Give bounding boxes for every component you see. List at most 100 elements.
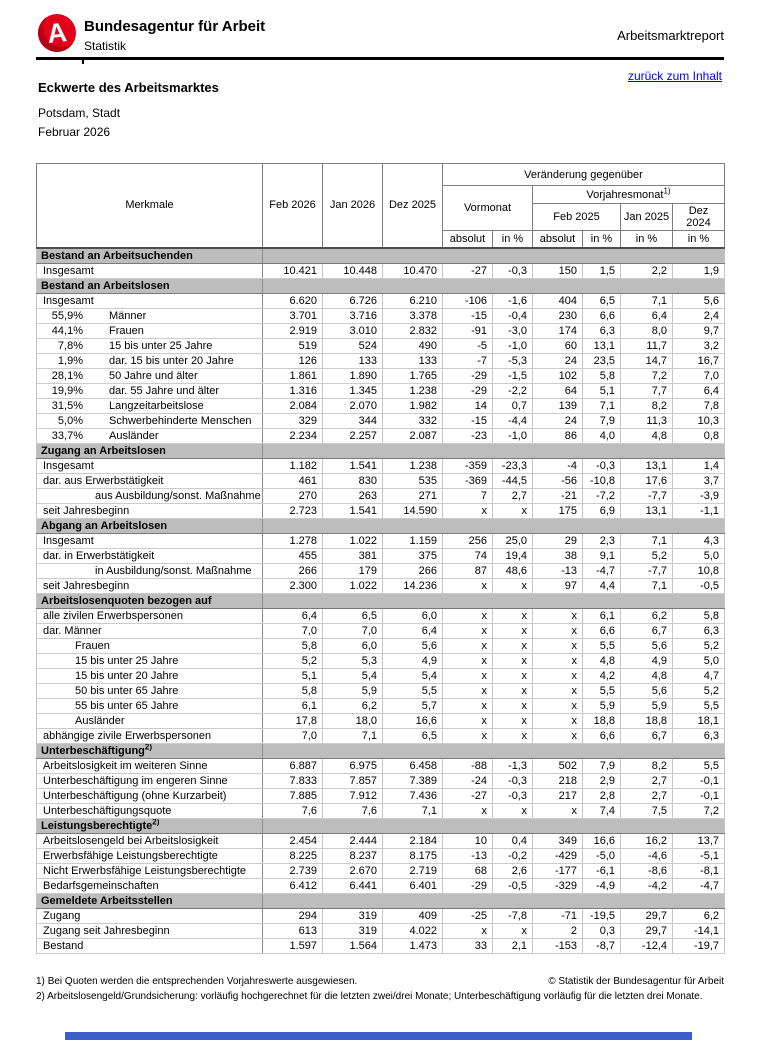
value-cell: 5,3 [322, 653, 383, 669]
row-label: dar. Männer [43, 624, 102, 637]
table-row: 19,9% dar. 55 Jahre und älter 1.316 1.345 1.… [36, 383, 726, 399]
value-cell: 102 [532, 368, 583, 384]
brand-header: A Bundesagentur für Arbeit Statistik Arb… [36, 12, 724, 56]
value-cell: 6.458 [382, 758, 443, 774]
value-cell: 2,6 [492, 863, 533, 879]
value-cell: 7,0 [671, 368, 726, 384]
row-label-cell: 19,9% dar. 55 Jahre und älter [36, 383, 263, 399]
row-share-pct: 55,9% [51, 309, 83, 322]
value-cell: -13 [442, 848, 493, 864]
value-cell: 7,5 [620, 803, 673, 819]
table-row: 44,1% Frauen 2.919 3.010 2.832 -91 -3,0 174 6,3 8… [36, 323, 726, 339]
table-row: 15 bis unter 20 Jahre 5,1 5,4 5,4 x x x 4,2 4,8 4… [36, 668, 726, 684]
value-cell: 19,4 [492, 548, 533, 564]
row-label-cell: dar. aus Erwerbstätigkeit [36, 473, 263, 489]
value-cell: 5,9 [582, 698, 621, 714]
col-header-absolut-2: absolut [532, 230, 583, 248]
value-cell: 24 [532, 353, 583, 369]
footnote-1: 1) Bei Quoten werden die entsprechenden … [36, 976, 357, 987]
value-cell: 4,4 [582, 578, 621, 594]
value-cell: x [492, 623, 533, 639]
section-row: Unterbeschäftigung2) [36, 742, 726, 759]
row-label-cell: Insgesamt [36, 263, 263, 279]
row-label: Langzeitarbeitslose [109, 399, 204, 412]
value-cell: 4,9 [620, 653, 673, 669]
value-cell: 217 [532, 788, 583, 804]
back-to-contents-link[interactable]: zurück zum Inhalt [627, 69, 722, 83]
value-cell: 6,6 [582, 308, 621, 324]
table-row: Insgesamt 1.182 1.541 1.238 -359 -23,3 -4 -0,3 1… [36, 458, 726, 474]
value-cell: 409 [382, 908, 443, 924]
value-cell: 349 [532, 833, 583, 849]
section-row: Leistungsberechtigte2) [36, 817, 726, 834]
value-cell: 2.070 [322, 398, 383, 414]
value-cell: -15 [442, 308, 493, 324]
value-cell: 4,8 [620, 668, 673, 684]
value-cell: -0,5 [492, 878, 533, 894]
value-cell: 2,7 [620, 773, 673, 789]
col-header-inpct-3: in % [620, 230, 673, 248]
value-cell: 535 [382, 473, 443, 489]
section-title: Zugang an Arbeitslosen [36, 442, 263, 459]
value-cell: x [492, 653, 533, 669]
value-cell: 1.890 [322, 368, 383, 384]
row-label-cell: Unterbeschäftigung im engeren Sinne [36, 773, 263, 789]
value-cell: 14 [442, 398, 493, 414]
row-label-cell: Bestand [36, 938, 263, 954]
col-header-vormonat: Vormonat [442, 185, 533, 231]
col-header-month-1: Feb 2026 [262, 163, 323, 248]
value-cell: 2,7 [620, 788, 673, 804]
value-cell: 150 [532, 263, 583, 279]
table-row: seit Jahresbeginn 2.723 1.541 14.590 x x 175 6,… [36, 503, 726, 519]
table-row: 15 bis unter 25 Jahre 5,2 5,3 4,9 x x x 4,8 4,9 5… [36, 653, 726, 669]
col-header-vj-month-1: Feb 2025 [532, 203, 621, 231]
section-footnote-mark: 2) [144, 743, 153, 751]
value-cell: 3.378 [382, 308, 443, 324]
value-cell: 6,4 [262, 608, 323, 624]
value-cell: 455 [262, 548, 323, 564]
value-cell: 524 [322, 338, 383, 354]
value-cell: -8,1 [671, 863, 726, 879]
row-label: 15 bis unter 25 Jahre [75, 654, 179, 667]
row-label: 50 bis unter 65 Jahre [75, 684, 179, 697]
value-cell: x [492, 668, 533, 684]
value-cell: -153 [532, 938, 583, 954]
table-row: Arbeitslosigkeit im weiteren Sinne 6.887 6… [36, 758, 726, 774]
value-cell: -106 [442, 293, 493, 309]
value-cell: -1,0 [492, 428, 533, 444]
value-cell: 613 [262, 923, 323, 939]
value-cell: 1.182 [262, 458, 323, 474]
value-cell: 8,2 [620, 398, 673, 414]
value-cell: 271 [382, 488, 443, 504]
table-row: 7,8% 15 bis unter 25 Jahre 519 524 490 -5 -1,0… [36, 338, 726, 354]
table-row: seit Jahresbeginn 2.300 1.022 14.236 x x 97 4,4… [36, 578, 726, 594]
report-type-label: Arbeitsmarktreport [617, 28, 724, 43]
value-cell: 375 [382, 548, 443, 564]
value-cell: 7,7 [620, 383, 673, 399]
value-cell: 519 [262, 338, 323, 354]
value-cell: -8,6 [620, 863, 673, 879]
footnote-1-mark: 1) [36, 976, 45, 987]
row-label-cell: alle zivilen Erwerbspersonen [36, 608, 263, 624]
value-cell: -0,2 [492, 848, 533, 864]
value-cell: 10.470 [382, 263, 443, 279]
value-cell: 6,3 [671, 623, 726, 639]
col-header-month-3: Dez 2025 [382, 163, 443, 248]
value-cell: 8,0 [620, 323, 673, 339]
value-cell: -27 [442, 788, 493, 804]
value-cell: 8.225 [262, 848, 323, 864]
value-cell: 1.541 [322, 503, 383, 519]
footnote-2-text: Arbeitslosengeld/Grundsicherung: vorläuf… [47, 991, 703, 1002]
value-cell: 7,1 [382, 803, 443, 819]
row-label: dar. in Erwerbstätigkeit [43, 549, 155, 562]
table-row: Insgesamt 10.421 10.448 10.470 -27 -0,3 150 1,5… [36, 263, 726, 279]
row-label-cell: in Ausbildung/sonst. Maßnahme [36, 563, 263, 579]
section-footnote-mark: 2) [152, 818, 160, 826]
value-cell: 133 [382, 353, 443, 369]
row-label: in Ausbildung/sonst. Maßnahme [95, 564, 252, 577]
section-filler [261, 442, 726, 459]
value-cell: 5,2 [671, 638, 726, 654]
table-row: Arbeitslosengeld bei Arbeitslosigkeit 2.4… [36, 833, 726, 849]
value-cell: 1.982 [382, 398, 443, 414]
value-cell: 4,3 [671, 533, 726, 549]
